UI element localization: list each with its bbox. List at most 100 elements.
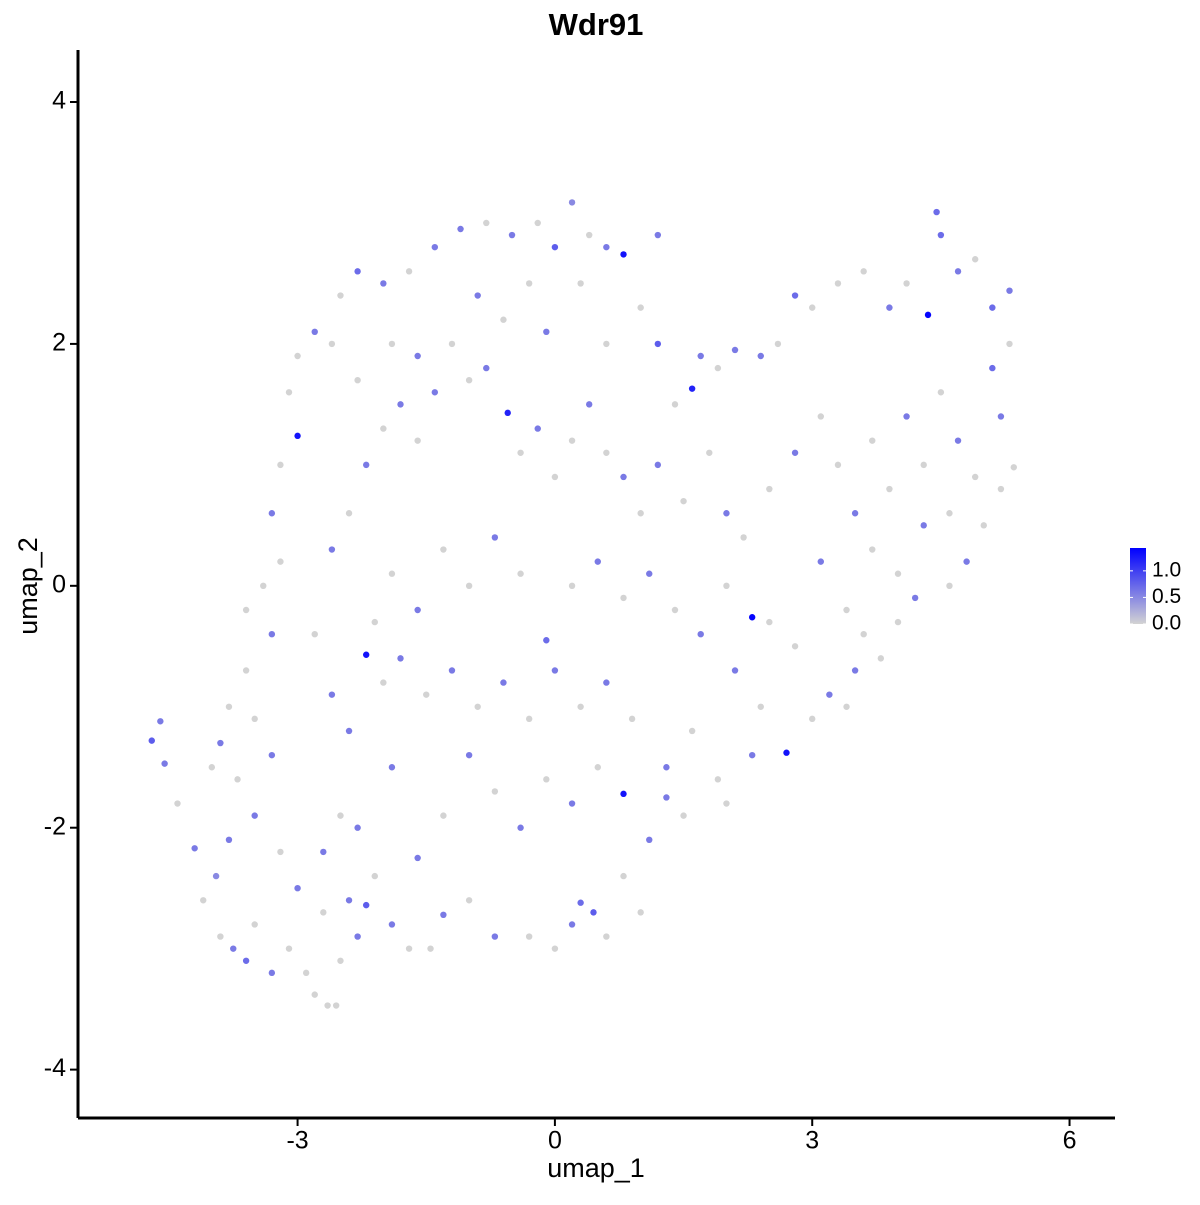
point [200,897,207,904]
point [225,703,233,710]
point [620,790,627,798]
point [157,718,164,725]
point [971,256,979,263]
x-tick-label: 0 [548,1127,562,1155]
point [212,872,220,880]
point [491,788,499,795]
point [603,449,610,456]
point [294,884,301,892]
point [731,667,739,674]
point [791,643,799,650]
point [937,389,945,396]
x-tick-label: 3 [805,1127,819,1155]
point [551,945,559,952]
point [483,219,490,227]
point [380,280,387,287]
point [1010,464,1017,471]
point [543,637,550,644]
point [311,630,318,638]
point [397,655,404,662]
point [590,909,597,916]
point [723,582,730,590]
point [405,268,413,275]
point [448,667,456,674]
point [646,570,653,577]
point [586,231,593,239]
point [491,933,499,940]
point [242,667,250,674]
point [1006,287,1013,294]
point [748,614,756,621]
point [706,449,713,456]
point [980,522,987,529]
point [251,812,258,819]
point [714,776,722,783]
point [543,328,550,336]
point [517,449,524,456]
point [260,582,267,590]
point [465,582,473,590]
point [457,225,464,233]
point [594,558,601,565]
point [989,304,996,311]
point [285,945,293,952]
point [817,413,824,420]
point [268,510,276,517]
point [603,340,610,348]
point [174,800,181,807]
point [380,679,387,686]
point [637,304,644,311]
point [603,679,610,686]
point [277,848,284,856]
point [161,760,168,767]
point [620,872,627,880]
point [362,461,370,469]
point [294,352,301,360]
point [877,655,885,662]
point [911,594,919,602]
point [362,651,370,658]
point [946,510,953,517]
point [568,582,576,590]
point [663,794,670,801]
point [354,268,361,275]
point [328,340,336,348]
point [427,945,434,952]
point [277,558,284,565]
point [388,921,396,928]
point [440,546,447,553]
point [517,570,524,577]
point [843,606,850,614]
point [766,485,773,493]
y-tick-label: -4 [44,1054,66,1082]
point [234,776,241,783]
colorbar-tick-label: 1.0 [1152,558,1181,581]
point [483,364,490,372]
point [903,413,910,420]
point [954,437,962,444]
point [345,727,353,735]
point [646,836,653,844]
point [277,461,284,469]
colorbar [1130,548,1146,624]
y-tick-label: 4 [52,87,66,115]
point [414,437,421,444]
point [388,340,396,348]
point [851,667,859,674]
point [628,715,636,723]
point [405,945,413,952]
y-axis-label: umap_2 [13,537,43,635]
point [242,606,250,614]
point [663,764,670,771]
point [251,921,258,928]
point [431,243,439,251]
point [517,824,524,831]
point [431,389,439,396]
point [534,219,541,227]
point [465,751,473,759]
point [731,346,739,354]
point [337,957,344,964]
point [834,280,842,287]
point [551,243,559,251]
